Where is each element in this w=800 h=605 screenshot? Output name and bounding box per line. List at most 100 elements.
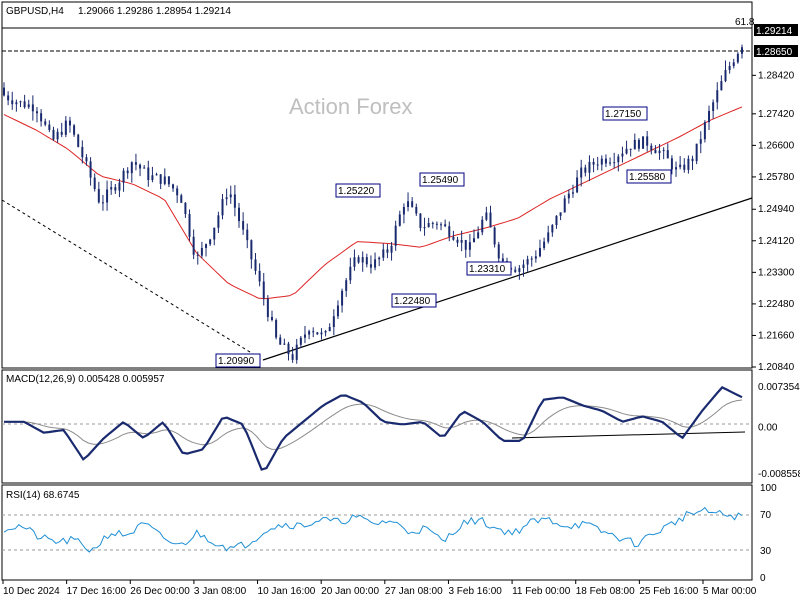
candle-body xyxy=(205,244,208,248)
candle-body xyxy=(629,148,632,150)
rsi-tick-label: 70 xyxy=(760,510,772,521)
candle-body xyxy=(374,259,377,268)
candle-body xyxy=(534,256,537,259)
candle-body xyxy=(584,167,587,173)
candle-body xyxy=(242,221,245,230)
candle-body xyxy=(654,149,657,154)
candle-body xyxy=(209,239,212,245)
candle-body xyxy=(571,192,574,194)
candle-body xyxy=(275,319,278,338)
time-tick-label: 3 Jan 08:00 xyxy=(194,586,247,597)
candle-body xyxy=(97,188,100,203)
candle-body xyxy=(538,247,541,257)
candle-body xyxy=(518,268,521,272)
candle-body xyxy=(139,164,142,169)
time-tick-label: 20 Jan 00:00 xyxy=(321,586,379,597)
candle-body xyxy=(114,187,117,191)
candle-body xyxy=(514,269,517,272)
candle-body xyxy=(279,337,282,345)
candle-body xyxy=(73,125,76,135)
ohlc-values: 1.29066 1.29286 1.28954 1.29214 xyxy=(78,6,231,17)
candle-body xyxy=(382,249,385,258)
candle-body xyxy=(621,153,624,157)
candle-body xyxy=(328,327,331,332)
candle-body xyxy=(670,158,673,170)
candle-body xyxy=(679,164,682,168)
candle-body xyxy=(106,189,109,203)
macd-lines-group xyxy=(4,386,743,471)
candle-body xyxy=(398,214,401,226)
candle-body xyxy=(390,245,393,253)
candle-body xyxy=(44,121,47,125)
price-tick-label: 1.25780 xyxy=(758,172,795,183)
moving-average-group xyxy=(3,106,743,300)
candle-body xyxy=(291,354,294,360)
candle-body xyxy=(299,337,302,345)
candle-body xyxy=(448,226,451,237)
candle-body xyxy=(320,332,323,335)
annotation-label: 1.23310 xyxy=(469,264,506,275)
candle-body xyxy=(547,232,550,242)
price-tick-label: 1.22480 xyxy=(758,299,795,310)
candle-body xyxy=(213,227,216,240)
candle-body xyxy=(143,167,146,169)
candle-body xyxy=(324,331,327,333)
candle-body xyxy=(576,177,579,193)
candle-body xyxy=(736,53,739,63)
candle-body xyxy=(625,148,628,154)
candle-body xyxy=(303,334,306,338)
candle-body xyxy=(481,219,484,233)
candle-body xyxy=(365,257,368,265)
candle-body xyxy=(250,240,253,260)
macd-pane[interactable] xyxy=(1,369,753,484)
candle-body xyxy=(89,161,92,178)
candle-body xyxy=(52,129,55,140)
candle-body xyxy=(357,257,360,263)
candle-body xyxy=(724,70,727,82)
candle-body xyxy=(188,214,191,237)
candle-body xyxy=(316,332,319,335)
candle-body xyxy=(217,215,220,228)
candle-body xyxy=(122,170,125,183)
candle-body xyxy=(427,223,430,228)
candle-body xyxy=(497,244,500,259)
annotation-1.22480: 1.22480 xyxy=(391,293,437,308)
candle-body xyxy=(15,102,18,105)
candle-body xyxy=(423,227,426,229)
candle-body xyxy=(411,201,414,207)
symbol-label: GBPUSD,H4 xyxy=(6,6,64,17)
time-tick-label: 17 Dec 16:00 xyxy=(67,586,127,597)
candle-body xyxy=(646,136,649,146)
time-tick-label: 10 Dec 2024 xyxy=(3,586,60,597)
candle-body xyxy=(526,259,529,265)
candle-body xyxy=(551,225,554,233)
candle-body xyxy=(3,87,5,96)
rsi-pane[interactable] xyxy=(1,484,753,581)
annotation-label: 1.20990 xyxy=(218,356,255,367)
rsi-line-group xyxy=(3,506,743,553)
candle-body xyxy=(336,305,339,317)
candle-body xyxy=(341,290,344,306)
candle-body xyxy=(666,150,669,159)
candle-body xyxy=(345,280,348,291)
candle-body xyxy=(159,174,162,184)
candle-body xyxy=(11,100,14,105)
price-tick-label: 1.24940 xyxy=(758,204,795,215)
annotation-label: 1.25490 xyxy=(422,175,459,186)
candle-body xyxy=(530,258,533,260)
candle-body xyxy=(642,136,645,149)
price-tick-label: 1.20840 xyxy=(758,362,795,373)
time-tick-label: 26 Dec 00:00 xyxy=(130,586,190,597)
candle-body xyxy=(440,224,443,226)
candle-body xyxy=(407,201,410,208)
candle-body xyxy=(167,176,170,185)
candle-body xyxy=(31,104,34,112)
rsi-title: RSI(14) 68.6745 xyxy=(6,490,80,501)
annotation-1.25580: 1.25580 xyxy=(626,169,672,184)
candle-body xyxy=(720,81,723,91)
candle-body xyxy=(456,239,459,243)
candle-body xyxy=(473,238,476,243)
rsi-tick-label: 100 xyxy=(760,483,777,494)
